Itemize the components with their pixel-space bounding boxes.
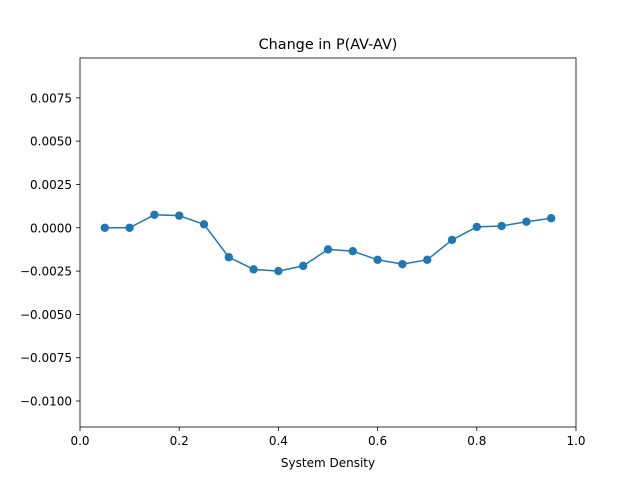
y-tick-label: 0.0025: [30, 178, 72, 192]
data-point: [423, 255, 432, 265]
data-point: [398, 259, 407, 269]
x-tick-label: 1.0: [566, 434, 585, 448]
plot-area: 0.0 0.2 0.4 0.6 0.8 1.0 0.0075 0.0050 0.0025 0.00…: [20, 57, 586, 448]
data-point: [323, 245, 333, 254]
data-point: [497, 221, 506, 231]
x-tick-label: 0.2: [170, 434, 189, 448]
data-point: [547, 214, 556, 223]
data-point: [472, 222, 481, 232]
data-point: [175, 211, 184, 220]
data-point: [125, 223, 134, 232]
data-point: [522, 217, 531, 226]
y-tick-label: −0.0025: [20, 265, 72, 279]
data-point: [224, 253, 233, 262]
x-tick-label: 0.6: [368, 434, 387, 448]
x-tick-label: 0.0: [70, 434, 89, 448]
y-tick-label: 0.0050: [30, 135, 72, 149]
data-point: [249, 265, 258, 274]
x-tick-label: 0.8: [467, 434, 486, 448]
data-point: [348, 246, 357, 256]
y-tick-label: 0.0075: [30, 91, 72, 105]
y-tick-label: −0.0100: [20, 395, 72, 409]
data-point: [373, 255, 382, 265]
y-tick-label: −0.0050: [20, 308, 72, 322]
x-tick-label: 0.4: [269, 434, 288, 448]
y-tick-label: 0.0000: [30, 221, 72, 235]
data-point: [274, 266, 283, 276]
data-point: [447, 235, 457, 245]
y-tick-label: −0.0075: [20, 351, 72, 365]
data-point: [150, 210, 159, 219]
chart-title: Change in P(AV-AV): [259, 37, 398, 53]
data-point: [199, 220, 209, 229]
data-point: [100, 223, 110, 232]
axes-frame: [79, 57, 577, 428]
data-point: [299, 261, 308, 271]
x-axis-label: System Density: [281, 456, 375, 470]
